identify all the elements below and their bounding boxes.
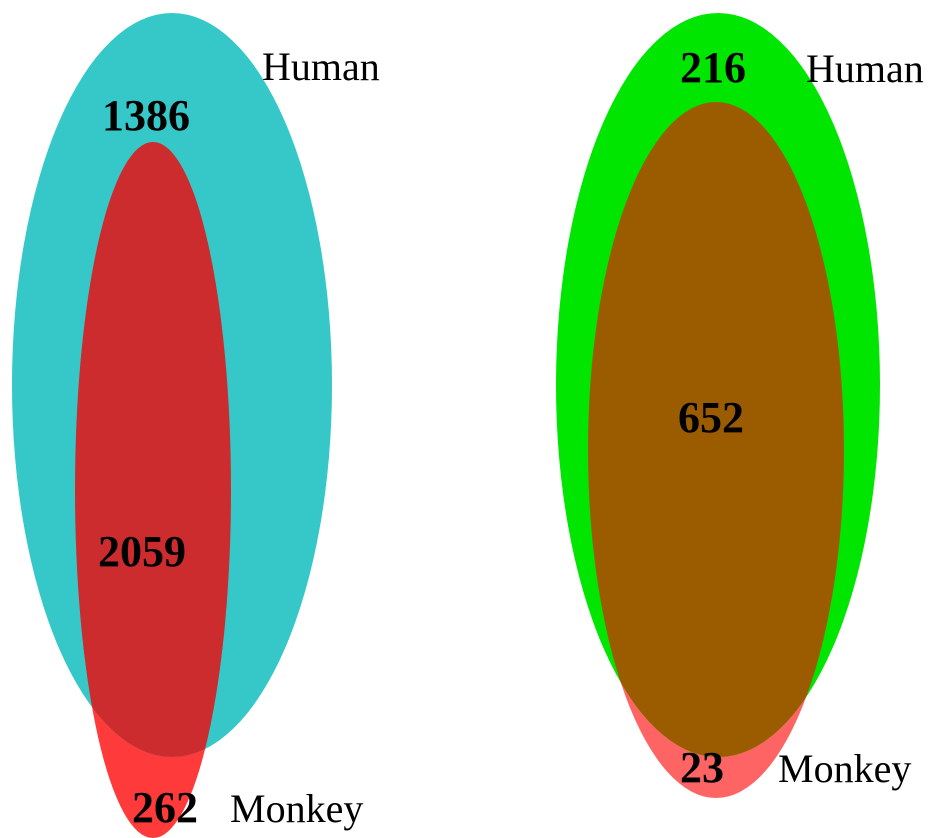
human-only-count: 216 xyxy=(680,43,746,92)
human-only-count: 1386 xyxy=(102,91,190,140)
overlap-region xyxy=(75,142,231,757)
monkey-only-count: 23 xyxy=(680,743,724,792)
monkey-label: Monkey xyxy=(778,746,911,791)
human-label: Human xyxy=(262,44,380,89)
human-label: Human xyxy=(806,46,924,91)
overlap-count: 2059 xyxy=(98,527,186,576)
overlap-count: 652 xyxy=(678,393,744,442)
venn-right: 216 Human 652 23 Monkey xyxy=(556,13,924,798)
monkey-label: Monkey xyxy=(230,786,363,831)
overlap-region xyxy=(588,102,844,757)
venn-left: Human 1386 2059 262 Monkey xyxy=(12,13,380,838)
monkey-only-count: 262 xyxy=(132,783,198,832)
